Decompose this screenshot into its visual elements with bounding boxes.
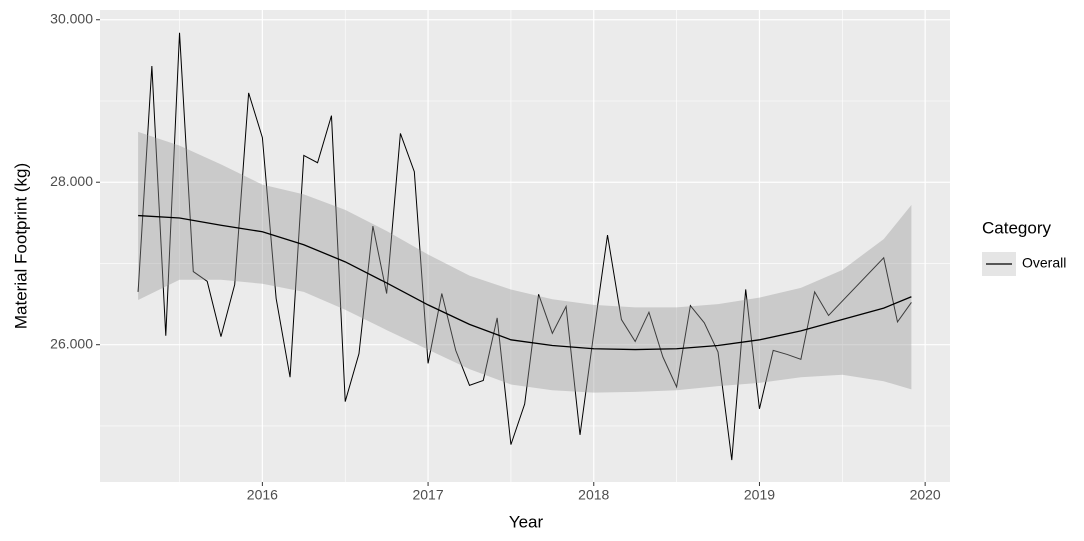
x-tick-label: 2020 — [910, 487, 941, 503]
legend: Category Overall — [982, 218, 1066, 276]
legend-label: Overall — [1022, 255, 1066, 271]
legend-title: Category — [982, 218, 1051, 237]
marks — [137, 32, 912, 461]
confidence-band — [138, 131, 912, 393]
x-tick-label: 2018 — [578, 487, 609, 503]
y-tick-label: 30.000 — [50, 10, 93, 26]
y-axis-label: Material Footprint (kg) — [11, 163, 30, 329]
grid — [100, 10, 950, 482]
y-tick-label: 26.000 — [50, 335, 93, 351]
y-tick-label: 28.000 — [50, 173, 93, 189]
x-axis-label: Year — [509, 512, 544, 531]
x-tick-label: 2019 — [744, 487, 775, 503]
data-line — [137, 32, 912, 461]
x-tick-label: 2016 — [247, 487, 278, 503]
smooth-line — [138, 214, 912, 351]
x-tick-label: 2017 — [412, 487, 443, 503]
